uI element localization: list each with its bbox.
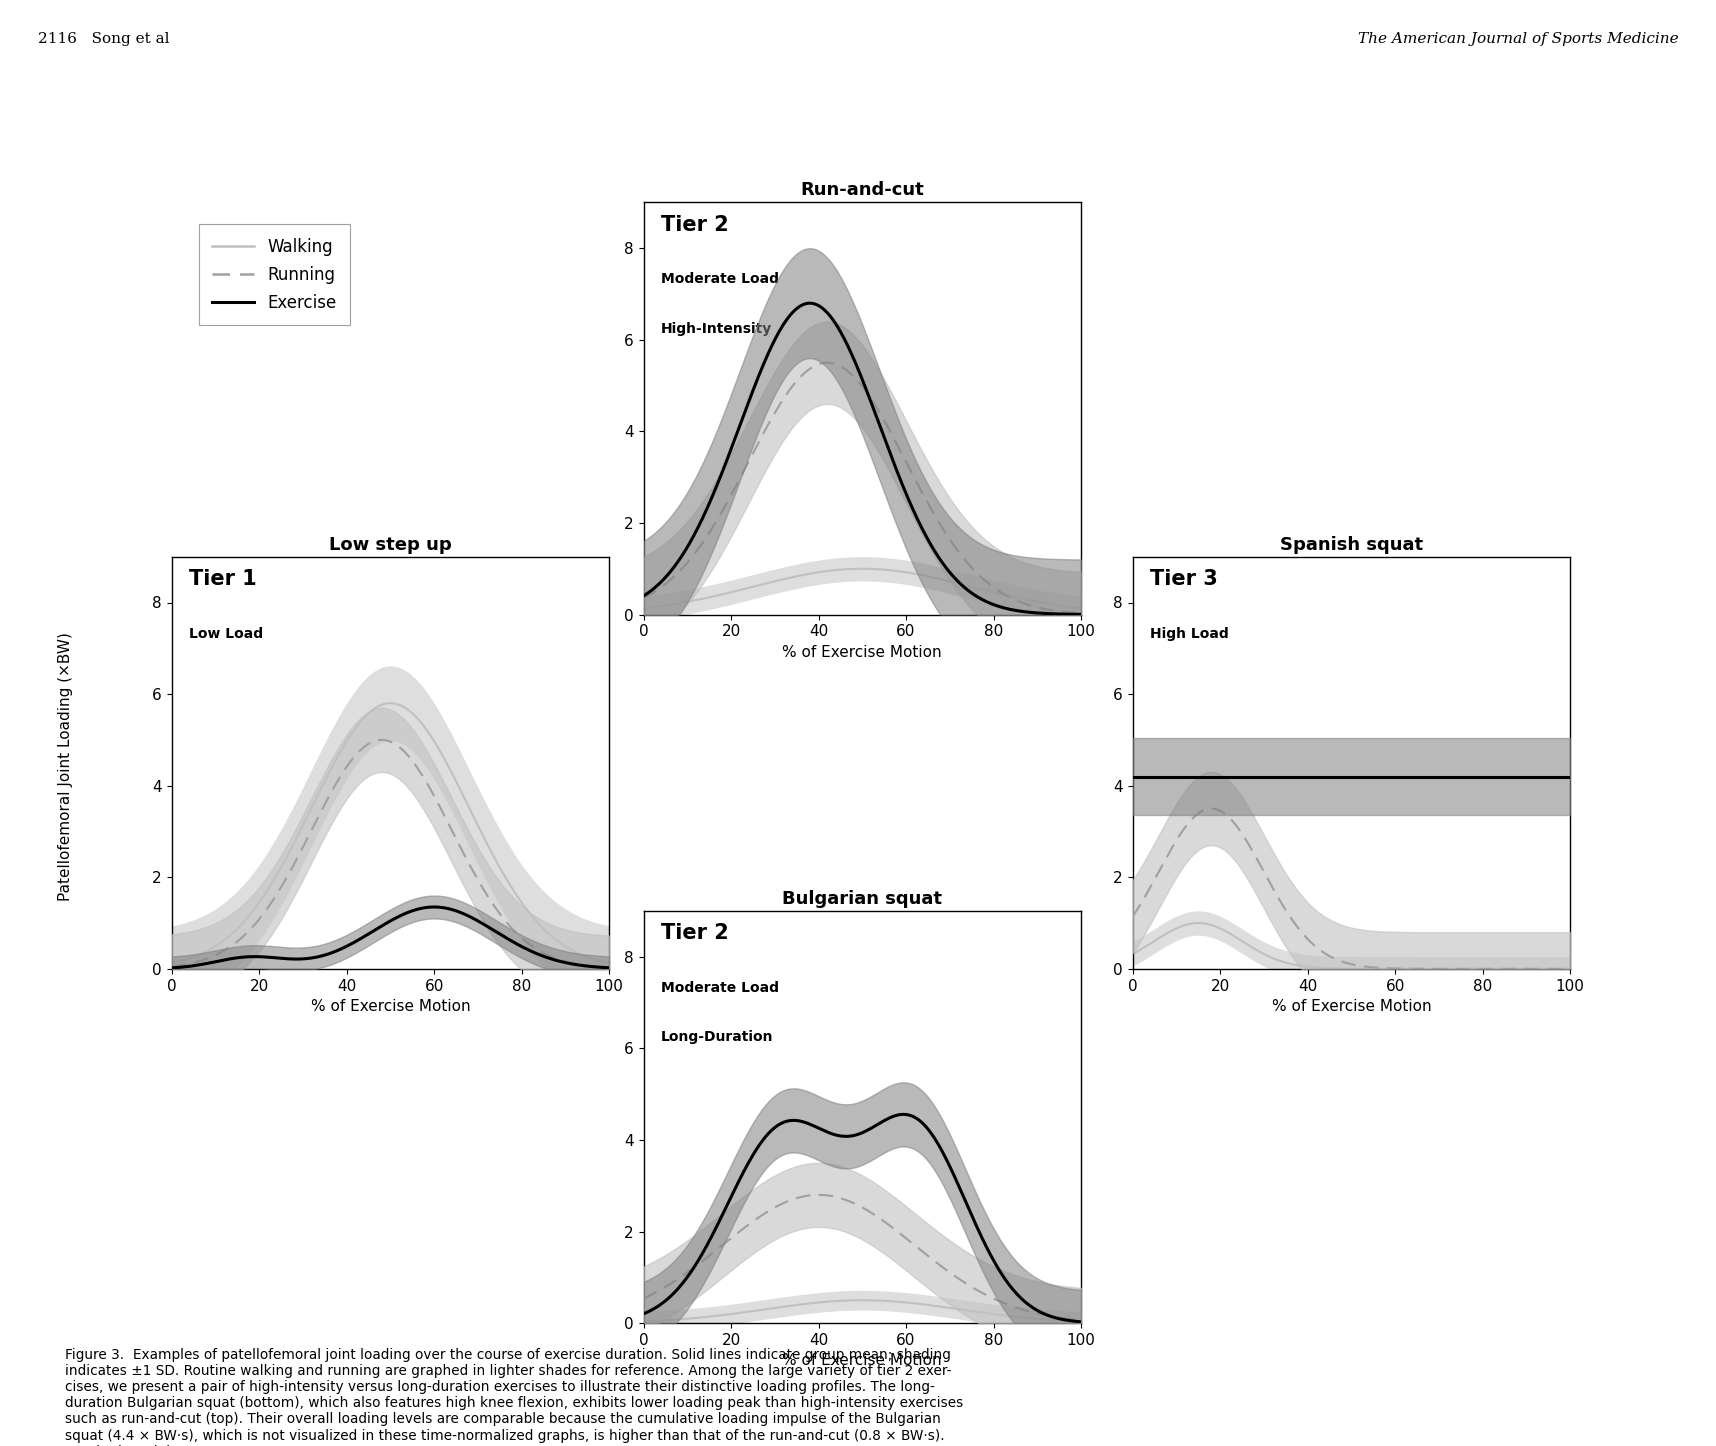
X-axis label: % of Exercise Motion: % of Exercise Motion [782, 645, 942, 659]
X-axis label: % of Exercise Motion: % of Exercise Motion [1272, 999, 1431, 1014]
Text: Long-Duration: Long-Duration [661, 1031, 774, 1044]
Text: Figure 3.  Examples of patellofemoral joint loading over the course of exercise : Figure 3. Examples of patellofemoral joi… [65, 1348, 963, 1446]
Text: Low Load: Low Load [189, 626, 263, 641]
Text: 2116   Song et al: 2116 Song et al [38, 32, 170, 46]
Text: Tier 2: Tier 2 [661, 924, 729, 943]
Text: High Load: High Load [1150, 626, 1229, 641]
X-axis label: % of Exercise Motion: % of Exercise Motion [311, 999, 470, 1014]
Text: Tier 3: Tier 3 [1150, 570, 1218, 589]
Title: Bulgarian squat: Bulgarian squat [782, 891, 942, 908]
Text: High-Intensity: High-Intensity [661, 322, 772, 335]
X-axis label: % of Exercise Motion: % of Exercise Motion [782, 1353, 942, 1368]
Text: The American Journal of Sports Medicine: The American Journal of Sports Medicine [1357, 32, 1678, 46]
Text: Patellofemoral Joint Loading (×BW): Patellofemoral Joint Loading (×BW) [58, 632, 72, 901]
Text: Moderate Load: Moderate Load [661, 980, 779, 995]
Title: Low step up: Low step up [329, 536, 451, 554]
Text: Tier 2: Tier 2 [661, 215, 729, 234]
Text: Tier 1: Tier 1 [189, 570, 257, 589]
Title: Run-and-cut: Run-and-cut [800, 182, 925, 200]
Title: Spanish squat: Spanish squat [1280, 536, 1423, 554]
Text: Moderate Load: Moderate Load [661, 272, 779, 286]
Legend: Walking, Running, Exercise: Walking, Running, Exercise [199, 224, 350, 325]
